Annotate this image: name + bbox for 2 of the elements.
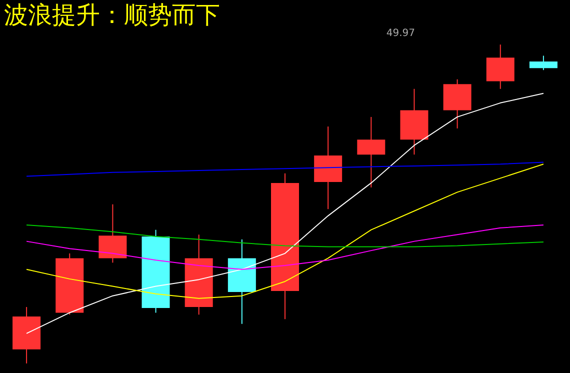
chart-title: 波浪提升：顺势而下: [4, 1, 220, 29]
text: 49.97: [386, 28, 415, 39]
